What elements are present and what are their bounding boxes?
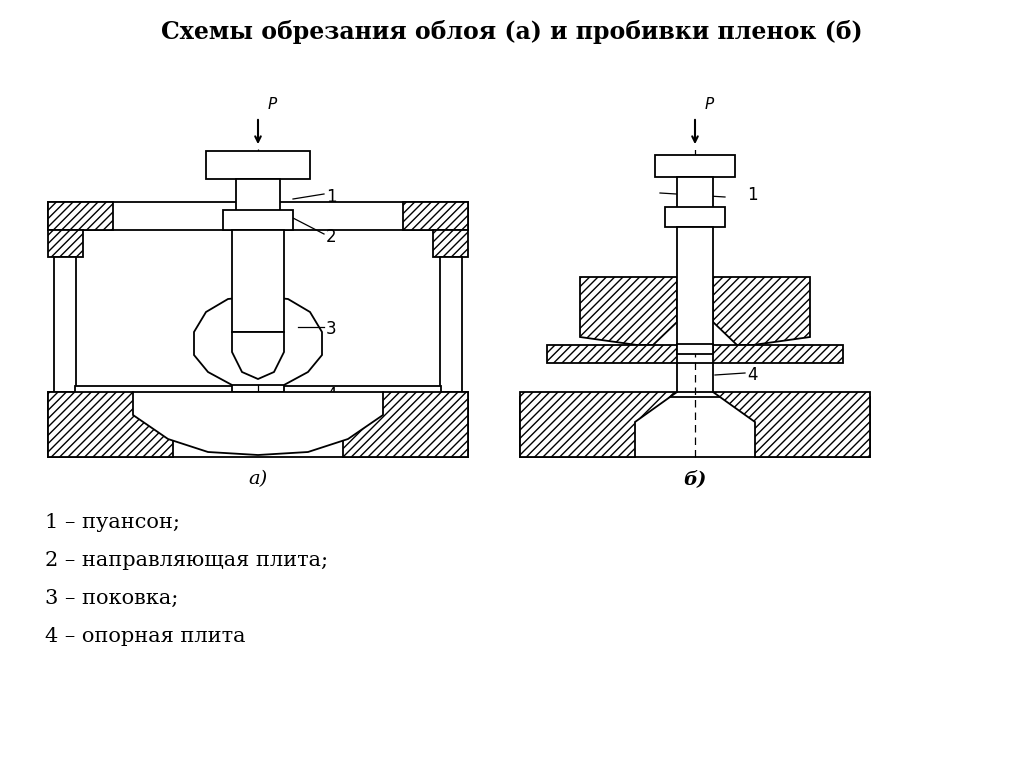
Text: 4: 4 <box>326 386 337 404</box>
Text: 3: 3 <box>326 320 337 338</box>
Text: 1 – пуансон;: 1 – пуансон; <box>45 512 180 532</box>
Bar <box>48 392 468 457</box>
Bar <box>677 227 713 345</box>
Bar <box>206 151 310 179</box>
Polygon shape <box>713 277 810 345</box>
Polygon shape <box>713 392 870 457</box>
Bar <box>284 386 441 399</box>
Bar <box>48 202 113 230</box>
Bar <box>403 202 468 230</box>
Text: 3: 3 <box>746 303 758 321</box>
Bar <box>48 202 468 230</box>
Polygon shape <box>232 332 284 379</box>
Bar <box>236 179 280 212</box>
Polygon shape <box>48 392 173 457</box>
Bar <box>232 230 284 332</box>
Polygon shape <box>194 296 322 385</box>
Bar <box>440 257 462 392</box>
Text: 2 – направляющая плита;: 2 – направляющая плита; <box>45 551 328 570</box>
Bar <box>655 155 735 177</box>
Bar <box>520 397 870 457</box>
Bar <box>665 207 725 227</box>
Polygon shape <box>133 392 383 455</box>
Text: 4 – опорная плита: 4 – опорная плита <box>45 627 246 646</box>
Text: P: P <box>705 97 715 112</box>
Polygon shape <box>713 345 843 363</box>
Polygon shape <box>520 392 677 457</box>
Bar <box>677 344 713 354</box>
Text: 1: 1 <box>746 186 758 204</box>
Polygon shape <box>343 392 468 457</box>
Bar <box>433 230 468 257</box>
Text: а): а) <box>249 470 267 488</box>
Text: 3 – поковка;: 3 – поковка; <box>45 588 178 607</box>
Text: 2: 2 <box>326 228 337 246</box>
Polygon shape <box>580 277 677 345</box>
Text: б): б) <box>683 470 707 488</box>
Text: 4: 4 <box>746 366 758 384</box>
Text: P: P <box>268 97 278 112</box>
Bar <box>75 386 232 399</box>
Bar <box>48 230 83 257</box>
Polygon shape <box>547 345 677 363</box>
Text: Схемы обрезания облоя (а) и пробивки пленок (б): Схемы обрезания облоя (а) и пробивки пле… <box>161 20 863 44</box>
Bar <box>223 210 293 230</box>
Bar <box>677 177 713 209</box>
Text: 1: 1 <box>326 188 337 206</box>
Bar <box>54 257 76 392</box>
